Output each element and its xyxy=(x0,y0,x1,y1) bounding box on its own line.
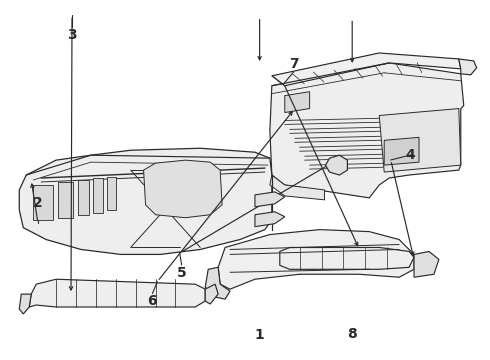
Polygon shape xyxy=(384,137,419,165)
Polygon shape xyxy=(325,155,347,175)
Polygon shape xyxy=(218,230,414,289)
Polygon shape xyxy=(459,59,477,75)
Polygon shape xyxy=(270,175,324,200)
Polygon shape xyxy=(205,267,230,299)
Polygon shape xyxy=(272,53,461,86)
Polygon shape xyxy=(107,177,116,210)
Polygon shape xyxy=(205,284,218,304)
Polygon shape xyxy=(19,148,272,255)
Polygon shape xyxy=(255,192,285,207)
Text: 3: 3 xyxy=(67,28,77,42)
Polygon shape xyxy=(78,180,89,215)
Text: 1: 1 xyxy=(255,328,265,342)
Text: 6: 6 xyxy=(147,294,157,309)
Polygon shape xyxy=(58,182,73,218)
Polygon shape xyxy=(255,212,285,227)
Text: 2: 2 xyxy=(33,196,43,210)
Polygon shape xyxy=(93,178,103,213)
Polygon shape xyxy=(33,185,53,220)
Text: 7: 7 xyxy=(289,57,298,71)
Text: 8: 8 xyxy=(347,327,357,341)
Polygon shape xyxy=(285,92,310,113)
Polygon shape xyxy=(379,109,461,172)
Polygon shape xyxy=(29,279,205,307)
Text: 5: 5 xyxy=(177,266,187,280)
Polygon shape xyxy=(270,63,464,198)
Polygon shape xyxy=(144,160,222,218)
Polygon shape xyxy=(19,294,31,314)
Text: 4: 4 xyxy=(406,148,416,162)
Polygon shape xyxy=(280,247,414,269)
Polygon shape xyxy=(414,251,439,277)
